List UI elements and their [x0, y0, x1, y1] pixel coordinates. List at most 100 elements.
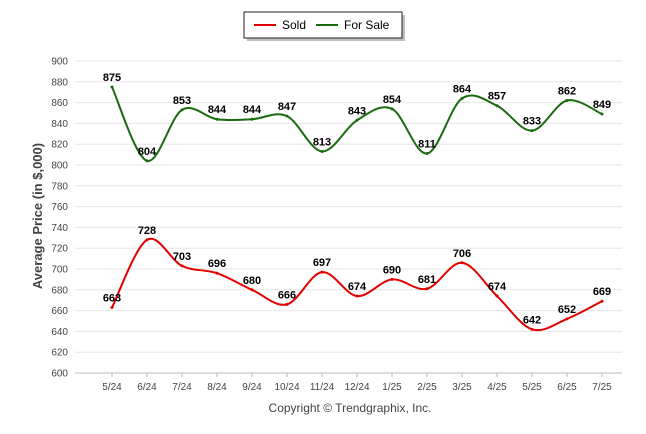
for-sale-point [320, 149, 324, 153]
sold-data-label: 666 [278, 289, 296, 301]
y-tick-label: 640 [51, 327, 68, 338]
for-sale-data-label: 864 [453, 83, 472, 95]
for-sale-point [250, 117, 254, 121]
sold-point [565, 317, 569, 321]
sold-point [145, 238, 149, 242]
sold-point [600, 299, 604, 303]
sold-point [320, 270, 324, 274]
legend: Sold For Sale [243, 11, 405, 41]
sold-data-label: 652 [558, 304, 576, 316]
for-sale-data-label: 804 [138, 146, 157, 158]
for-sale-point [110, 85, 114, 89]
y-tick-label: 700 [51, 265, 68, 276]
for-sale-data-label: 833 [523, 116, 541, 128]
y-tick-label: 800 [51, 161, 68, 172]
for-sale-point [285, 114, 289, 118]
x-tick-label: 8/24 [207, 382, 227, 393]
for-sale-data-label: 849 [593, 99, 611, 111]
for-sale-point [495, 104, 499, 108]
sold-point [285, 302, 289, 306]
for-sale-data-label: 847 [278, 101, 296, 113]
for-sale-point [355, 118, 359, 122]
sold-point [460, 261, 464, 265]
data-labels: 663 728 703 696 680 666 697 674 690 681 706 674 642 6… [103, 72, 611, 326]
for-sale-point [600, 112, 604, 116]
sold-data-label: 680 [243, 275, 261, 287]
y-tick-label: 880 [51, 77, 68, 88]
y-tick-label: 860 [51, 98, 68, 109]
x-tick-label: 1/25 [382, 382, 402, 393]
sold-data-label: 642 [523, 314, 541, 326]
legend-for-sale-label: For Sale [344, 18, 390, 32]
y-tick-label: 840 [51, 119, 68, 130]
for-sale-point [215, 117, 219, 121]
x-tick-label: 5/25 [522, 382, 542, 393]
sold-point [530, 327, 534, 331]
y-tick-label: 600 [51, 369, 68, 380]
grid-lines [75, 60, 622, 374]
for-sale-data-label: 875 [103, 72, 121, 84]
x-tick-label: 6/24 [137, 382, 157, 393]
x-tick-label: 10/24 [274, 382, 299, 393]
copyright-text: Copyright © Trendgraphix, Inc. [269, 401, 432, 415]
sold-data-label: 674 [348, 281, 367, 293]
x-tick-label: 3/25 [452, 382, 472, 393]
sold-point [180, 264, 184, 268]
for-sale-point [530, 129, 534, 133]
y-tick-label: 660 [51, 306, 68, 317]
for-sale-point [565, 99, 569, 103]
sold-data-label: 703 [173, 251, 191, 263]
sold-point [425, 287, 429, 291]
y-axis-label: Average Price (in $,000) [30, 143, 45, 289]
y-tick-label: 740 [51, 223, 68, 234]
for-sale-data-label: 857 [488, 91, 506, 103]
sold-data-label: 697 [313, 257, 331, 269]
for-sale-data-label: 844 [208, 104, 227, 116]
for-sale-point [460, 96, 464, 100]
x-tick-label: 4/25 [487, 382, 507, 393]
x-tick-label: 2/25 [417, 382, 437, 393]
y-tick-labels: 600 620 640 660 680 700 720 740 760 780 800 820 840 8… [51, 57, 68, 380]
for-sale-data-label: 843 [348, 105, 366, 117]
for-sale-point [390, 107, 394, 111]
x-tick-label: 12/24 [344, 382, 369, 393]
y-tick-label: 780 [51, 181, 68, 192]
sold-point [215, 271, 219, 275]
sold-point [495, 294, 499, 298]
y-tick-label: 900 [51, 57, 68, 68]
x-tick-label: 5/24 [102, 382, 122, 393]
for-sale-point [425, 152, 429, 156]
for-sale-data-label: 813 [313, 136, 331, 148]
for-sale-data-label: 844 [243, 104, 262, 116]
for-sale-data-label: 811 [418, 139, 436, 151]
sold-point [355, 294, 359, 298]
x-tick-label: 7/25 [592, 382, 612, 393]
sold-data-label: 669 [593, 286, 611, 298]
for-sale-data-label: 862 [558, 86, 576, 98]
sold-point [110, 305, 114, 309]
x-tick-label: 6/25 [557, 382, 577, 393]
sold-data-label: 690 [383, 264, 401, 276]
x-tick-label: 7/24 [172, 382, 192, 393]
sold-data-label: 706 [453, 248, 471, 260]
y-tick-label: 820 [51, 140, 68, 151]
sold-point [390, 277, 394, 281]
sold-data-label: 696 [208, 258, 226, 270]
for-sale-point [145, 159, 149, 163]
for-sale-data-label: 853 [173, 95, 191, 107]
sold-point [250, 288, 254, 292]
sold-data-label: 663 [103, 292, 121, 304]
y-tick-label: 760 [51, 202, 68, 213]
sold-data-label: 674 [488, 281, 507, 293]
sold-data-label: 728 [138, 225, 156, 237]
x-tick-label: 11/24 [310, 382, 335, 393]
legend-sold-label: Sold [282, 18, 306, 32]
for-sale-data-label: 854 [383, 94, 402, 106]
sold-data-label: 681 [418, 274, 436, 286]
series-lines [110, 85, 604, 332]
x-tick-labels: 5/24 6/24 7/24 8/24 9/24 10/24 11/24 12/24 1/25 2… [102, 373, 612, 393]
y-tick-label: 680 [51, 285, 68, 296]
x-tick-label: 9/24 [242, 382, 262, 393]
y-tick-label: 620 [51, 348, 68, 359]
